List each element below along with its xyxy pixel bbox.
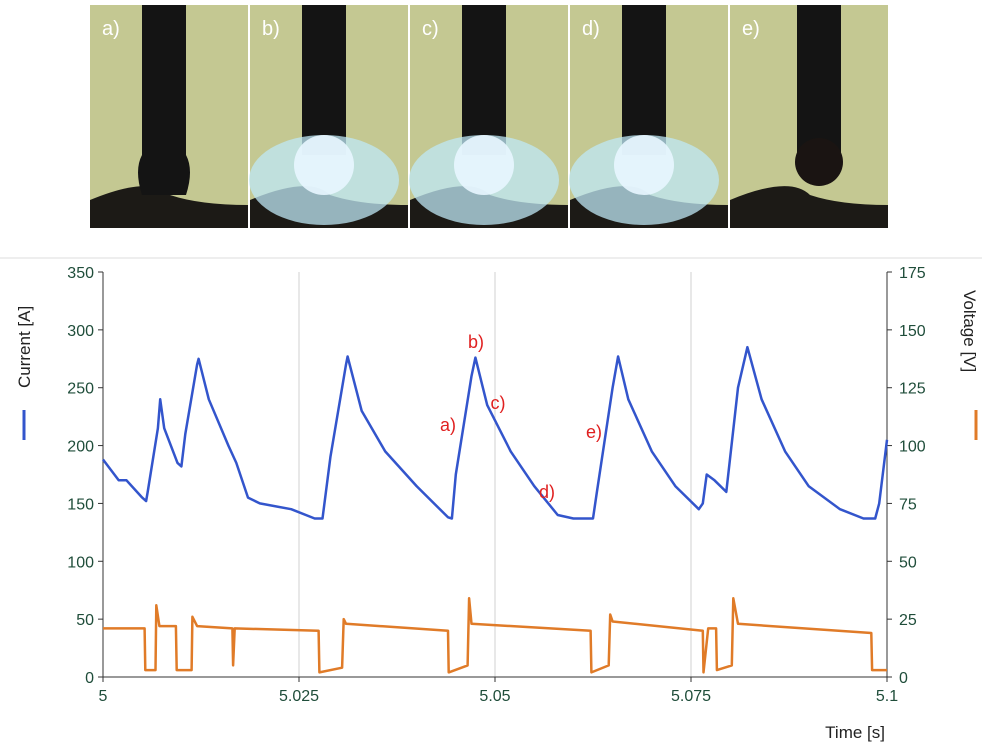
photo-label: b) (262, 18, 280, 40)
y2-axis-title: Voltage [V] (960, 290, 979, 372)
y2-tick-label: 150 (899, 323, 926, 340)
droplet (795, 138, 843, 186)
y-tick-label: 150 (67, 496, 94, 513)
photo: c) (409, 5, 568, 228)
series-line (102, 345, 889, 520)
arc-core (454, 135, 514, 195)
y-tick-label: 100 (67, 554, 94, 571)
y-tick-label: 0 (85, 670, 94, 687)
y-tick-label: 250 (67, 381, 94, 398)
y-tick-label: 50 (76, 612, 94, 629)
photo: d) (569, 5, 728, 228)
photo: e) (730, 5, 888, 228)
electrode (142, 5, 186, 155)
y-tick-label: 300 (67, 323, 94, 340)
photo: a) (90, 5, 248, 228)
arc-core (294, 135, 354, 195)
arc-core (614, 135, 674, 195)
y2-tick-label: 100 (899, 439, 926, 456)
y2-tick-label: 25 (899, 612, 917, 629)
photo-strip: a) b) c) d) e) (90, 5, 888, 228)
x-tick-label: 5.1 (876, 688, 898, 705)
photo-label: a) (102, 18, 120, 40)
workpiece (730, 186, 888, 228)
x-tick-label: 5 (99, 688, 108, 705)
axis-frame (102, 272, 888, 678)
electrode (622, 5, 666, 155)
y2-tick-label: 175 (899, 265, 926, 282)
electrode (797, 5, 841, 155)
series-line (103, 597, 887, 674)
photo-label: d) (582, 18, 600, 40)
y-tick-label: 200 (67, 439, 94, 456)
photo: b) (249, 5, 408, 228)
y2-tick-label: 125 (899, 381, 926, 398)
annotation: d) (539, 482, 555, 502)
y2-tick-label: 0 (899, 670, 908, 687)
annotation: b) (468, 332, 484, 352)
annotation: e) (586, 422, 602, 442)
y-axis-title: Current [A] (15, 306, 34, 388)
x-axis-title: Time [s] (825, 723, 885, 742)
x-tick-label: 5.025 (279, 688, 319, 705)
photo-label: c) (422, 18, 439, 40)
annotation: a) (440, 415, 456, 435)
droplet (138, 155, 190, 195)
y2-tick-label: 75 (899, 496, 917, 513)
electrode (462, 5, 506, 155)
y2-tick-label: 50 (899, 554, 917, 571)
photo-label: e) (742, 18, 760, 40)
y-tick-label: 350 (67, 265, 94, 282)
x-tick-label: 5.05 (479, 688, 510, 705)
annotation: c) (491, 393, 506, 413)
workpiece (90, 186, 248, 228)
x-tick-label: 5.075 (671, 688, 711, 705)
electrode (302, 5, 346, 155)
